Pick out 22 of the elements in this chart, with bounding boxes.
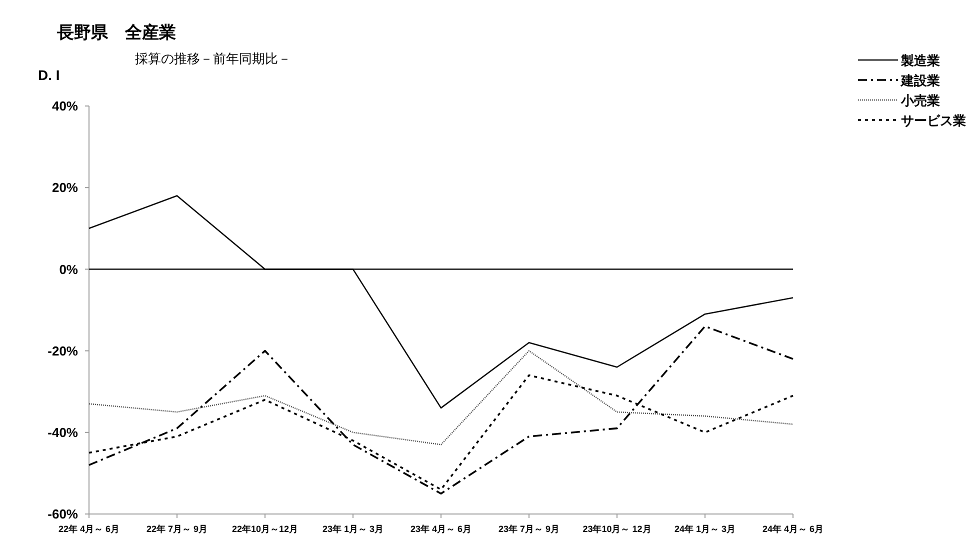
ytick: 0% [59, 262, 78, 277]
xtick: 24年 4月～ 6月 [762, 524, 824, 534]
ytick: -20% [48, 343, 78, 358]
legend: サービス業 [901, 113, 966, 128]
legend: 建設業 [901, 73, 940, 88]
legend: 小売業 [901, 93, 940, 108]
legend: 製造業 [901, 53, 940, 68]
xtick: 23年 1月～ 3月 [322, 524, 384, 534]
ytick: 20% [52, 180, 78, 196]
xtick: 22年 4月～ 6月 [58, 524, 120, 534]
xtick: 23年 4月～ 6月 [410, 524, 472, 534]
xtick: 23年 7月～ 9月 [498, 524, 560, 534]
xtick: 22年10月～12月 [232, 524, 298, 534]
title: 長野県 全産業 [57, 23, 176, 42]
xtick: 22年 7月～ 9月 [146, 524, 208, 534]
subtitle: 採算の推移－前年同期比－ [135, 51, 291, 66]
ytick: 40% [52, 98, 78, 114]
ylabel: D. I [38, 67, 60, 83]
ytick: -60% [48, 506, 78, 522]
xtick: 23年10月～ 12月 [582, 524, 652, 534]
ytick: -40% [48, 425, 78, 440]
xtick: 24年 1月～ 3月 [674, 524, 736, 534]
